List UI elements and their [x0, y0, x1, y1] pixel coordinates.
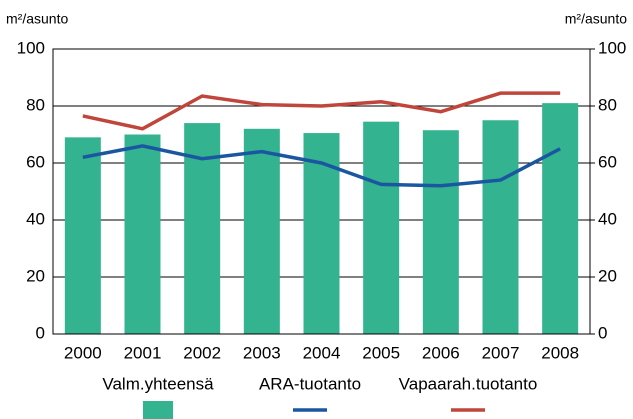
- y2-tick-label: 0: [598, 323, 607, 342]
- legend-swatch: [143, 401, 173, 419]
- y-axis-label: m²/asunto: [6, 11, 68, 27]
- x-tick-label: 2002: [183, 343, 221, 362]
- x-tick-label: 2001: [124, 343, 162, 362]
- y-tick-label: 80: [26, 95, 45, 114]
- plot-frame: [52, 48, 591, 335]
- x-tick-label: 2005: [362, 343, 400, 362]
- y2-tick-label: 80: [598, 95, 617, 114]
- x-tick-label: 2000: [64, 343, 102, 362]
- line: [82, 91, 561, 131]
- bar: [64, 137, 101, 334]
- x-tick-label: 2004: [303, 343, 341, 362]
- y-tick-label: 60: [26, 152, 45, 171]
- y-tick-label: 40: [26, 209, 45, 228]
- bar: [482, 120, 519, 334]
- line: [82, 144, 561, 188]
- bar: [124, 134, 161, 334]
- legend-label: ARA-tuotanto: [259, 374, 361, 393]
- y2-tick-label: 60: [598, 152, 617, 171]
- x-tick-label: 2008: [541, 343, 579, 362]
- bar: [243, 128, 280, 334]
- bar: [422, 130, 459, 334]
- y-tick-label: 20: [26, 266, 45, 285]
- y2-axis-label: m²/asunto: [565, 11, 627, 27]
- legend-label: Vapaarah.tuotanto: [399, 374, 538, 393]
- y2-tick-label: 100: [598, 38, 626, 57]
- x-tick-label: 2003: [243, 343, 281, 362]
- y2-tick-label: 20: [598, 266, 617, 285]
- y2-tick-label: 40: [598, 209, 617, 228]
- x-tick-label: 2006: [422, 343, 460, 362]
- legend-label: Valm.yhteensä: [102, 374, 214, 393]
- bar: [363, 121, 400, 334]
- y-tick-label: 0: [36, 323, 45, 342]
- x-tick-label: 2007: [482, 343, 520, 362]
- bar: [542, 103, 579, 335]
- y-tick-label: 100: [17, 38, 45, 57]
